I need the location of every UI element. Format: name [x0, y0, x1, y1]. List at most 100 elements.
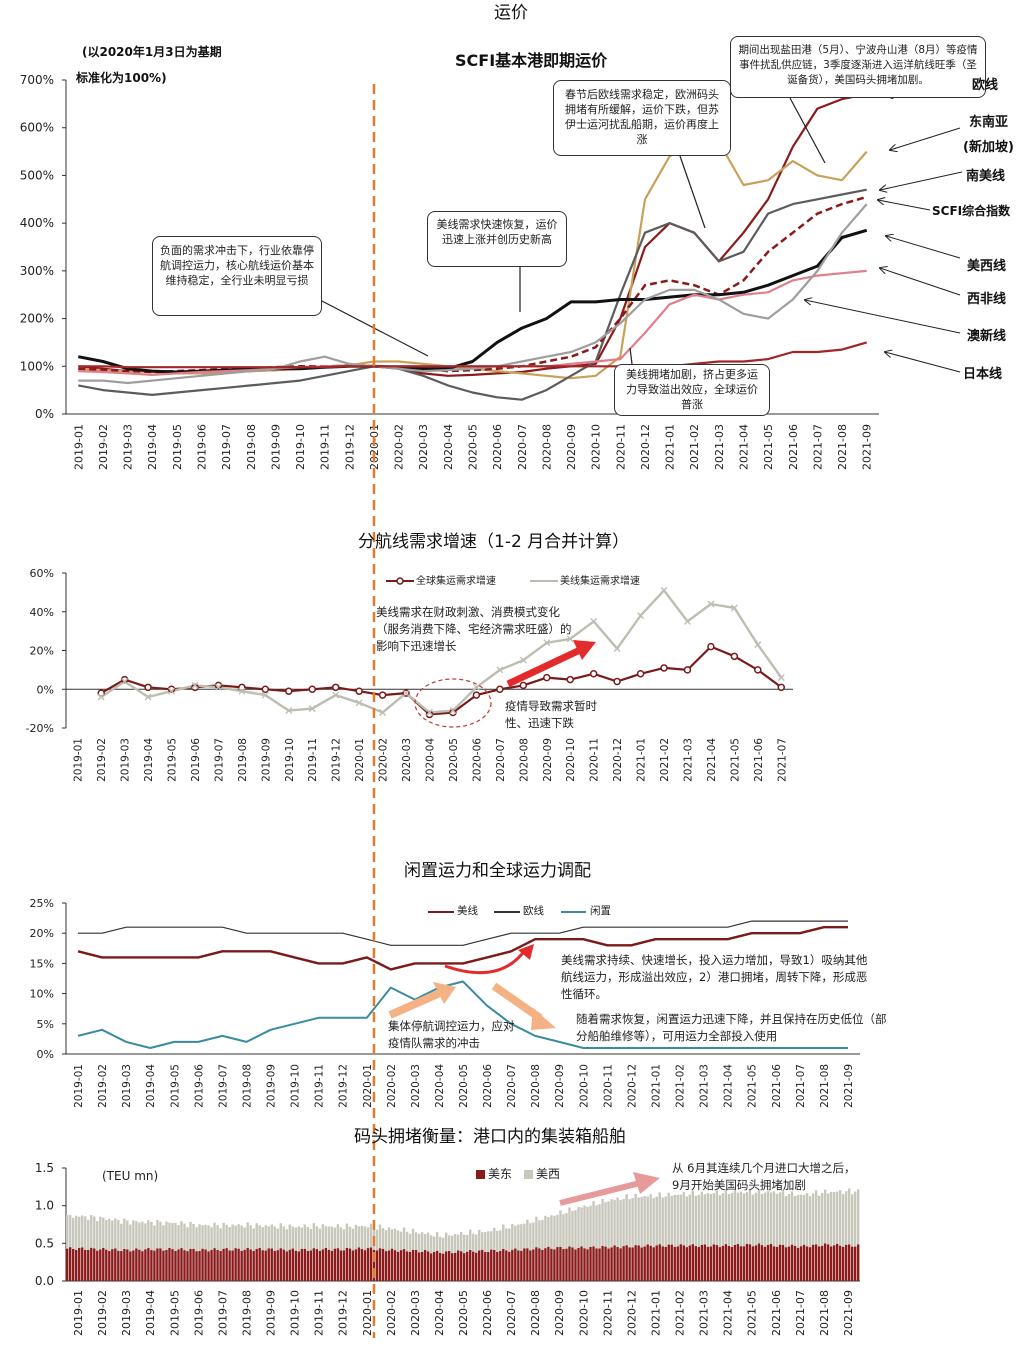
congestion-bar-east: [724, 1244, 728, 1281]
congestion-bar-west: [405, 1231, 409, 1252]
congestion-bar-east: [700, 1244, 704, 1281]
demand-point-us: [683, 617, 691, 625]
congestion-bar-east: [778, 1244, 782, 1281]
congestion-bar-east: [517, 1250, 520, 1281]
congestion-bar-west: [823, 1189, 827, 1244]
page-header: 运价: [494, 3, 528, 23]
scfi-y-tick: 500%: [20, 168, 54, 182]
congestion-bar-west: [72, 1217, 75, 1249]
congestion-bar-east: [342, 1250, 346, 1281]
congestion-bar-east: [820, 1245, 824, 1281]
congestion-bar-east: [526, 1248, 529, 1281]
congestion-bar-west: [402, 1227, 406, 1250]
congestion-bar-west: [559, 1210, 562, 1247]
congestion-bar-east: [505, 1250, 508, 1281]
congestion-bar-east: [694, 1246, 697, 1281]
capacity-x-tick: 2021-02: [675, 1064, 687, 1108]
congestion-bar-east: [607, 1248, 610, 1281]
congestion-bar-west: [192, 1223, 195, 1249]
congestion-bar-west: [511, 1223, 514, 1250]
congestion-bar-west: [778, 1192, 782, 1245]
congestion-bar-west: [694, 1195, 697, 1247]
congestion-bar-west: [117, 1219, 120, 1251]
congestion-bar-west: [351, 1228, 355, 1251]
congestion-bar-west: [514, 1225, 517, 1249]
congestion-bar-east: [66, 1248, 69, 1281]
congestion-bar-east: [138, 1249, 141, 1281]
demand-point-global: [378, 691, 387, 699]
scfi-y-tick: 600%: [20, 121, 54, 135]
capacity-y-tick: 20%: [30, 927, 54, 940]
congestion-x-tick: 2021-02: [674, 1290, 687, 1336]
demand-point-global: [589, 670, 598, 678]
congestion-bar-west: [150, 1221, 153, 1251]
congestion-bar-east: [348, 1248, 352, 1281]
congestion-bar-east: [129, 1251, 132, 1281]
capacity-x-tick: 2019-05: [169, 1064, 181, 1108]
congestion-x-tick: 2020-05: [457, 1290, 470, 1336]
congestion-bar-west: [378, 1224, 382, 1249]
congestion-bar-west: [739, 1191, 743, 1247]
congestion-bar-east: [231, 1250, 234, 1281]
congestion-bar-east: [520, 1250, 523, 1281]
demand-x-tick: 2019-08: [237, 738, 249, 782]
congestion-bar-west: [820, 1192, 824, 1246]
congestion-bar-east: [330, 1250, 334, 1281]
congestion-bar-west: [772, 1191, 776, 1247]
congestion-bar-east: [508, 1251, 511, 1281]
congestion-bar-west: [577, 1206, 580, 1248]
congestion-bar-east: [784, 1247, 788, 1281]
capacity-x-tick: 2021-07: [795, 1064, 807, 1108]
congestion-bar-east: [399, 1250, 403, 1281]
congestion-bar-west: [733, 1190, 737, 1245]
congestion-x-tick: 2019-07: [216, 1290, 229, 1336]
congestion-bar-west: [538, 1220, 541, 1249]
congestion-bar-west: [300, 1227, 303, 1249]
congestion-bar-west: [393, 1228, 397, 1251]
congestion-x-tick: 2021-05: [746, 1290, 759, 1336]
congestion-bar-east: [829, 1246, 833, 1281]
scfi-x-tick: 2019-07: [220, 424, 233, 470]
congestion-bar-east: [108, 1251, 111, 1281]
congestion-bar-west: [790, 1191, 794, 1245]
congestion-trend-arrow: [559, 1180, 641, 1206]
demand-legend-marker-global: [396, 577, 404, 585]
congestion-bar-east: [87, 1249, 90, 1281]
congestion-bar-east: [595, 1248, 598, 1281]
congestion-bar-west: [267, 1226, 270, 1249]
scfi-x-tick: 2020-07: [516, 424, 529, 470]
scfi-note-europe: 春节后欧线需求稳定，欧洲码头拥堵有所缓解，运价下跌，但苏伊士运河扰乱船期，运价再…: [553, 80, 731, 156]
congestion-bar-east: [514, 1248, 517, 1281]
capacity-note-idle: 集体停航调控运力，应对疫情队需求的冲击: [388, 1019, 515, 1050]
congestion-bar-east: [754, 1245, 758, 1281]
congestion-bar-west: [168, 1222, 171, 1248]
congestion-bar-west: [646, 1196, 649, 1245]
congestion-bar-east: [544, 1248, 547, 1281]
congestion-x-tick: 2019-02: [96, 1290, 109, 1336]
scfi-chart-title: SCFI基本港即期运价: [455, 51, 608, 70]
congestion-bar-west: [102, 1217, 105, 1248]
demand-note-us: 美线需求在财政刺激、消费模式变化（服务消费下降、宅经济需求旺盛）的影响下迅速增长: [376, 605, 572, 653]
congestion-bar-west: [838, 1190, 842, 1246]
demand-point-global: [777, 683, 786, 692]
congestion-bar-west: [363, 1226, 367, 1251]
capacity-legend-europe: 欧线: [523, 905, 544, 917]
congestion-bar-west: [808, 1196, 812, 1248]
capacity-x-tick: 2019-01: [73, 1064, 85, 1108]
congestion-bar-west: [387, 1227, 391, 1251]
congestion-bar-west: [195, 1227, 198, 1252]
congestion-bar-west: [562, 1214, 565, 1250]
scfi-x-tick: 2021-05: [762, 424, 775, 470]
congestion-bar-east: [69, 1247, 72, 1281]
demand-point-us: [144, 693, 152, 701]
demand-point-us: [590, 617, 598, 625]
demand-point-us: [238, 687, 246, 695]
demand-point-global: [754, 666, 762, 674]
demand-x-tick: 2020-01: [354, 738, 366, 782]
congestion-bar-east: [90, 1247, 93, 1281]
congestion-bar-west: [667, 1192, 670, 1245]
congestion-bar-west: [285, 1229, 288, 1252]
congestion-bar-east: [763, 1246, 767, 1281]
congestion-bar-west: [459, 1232, 463, 1252]
congestion-bar-west: [781, 1190, 785, 1245]
